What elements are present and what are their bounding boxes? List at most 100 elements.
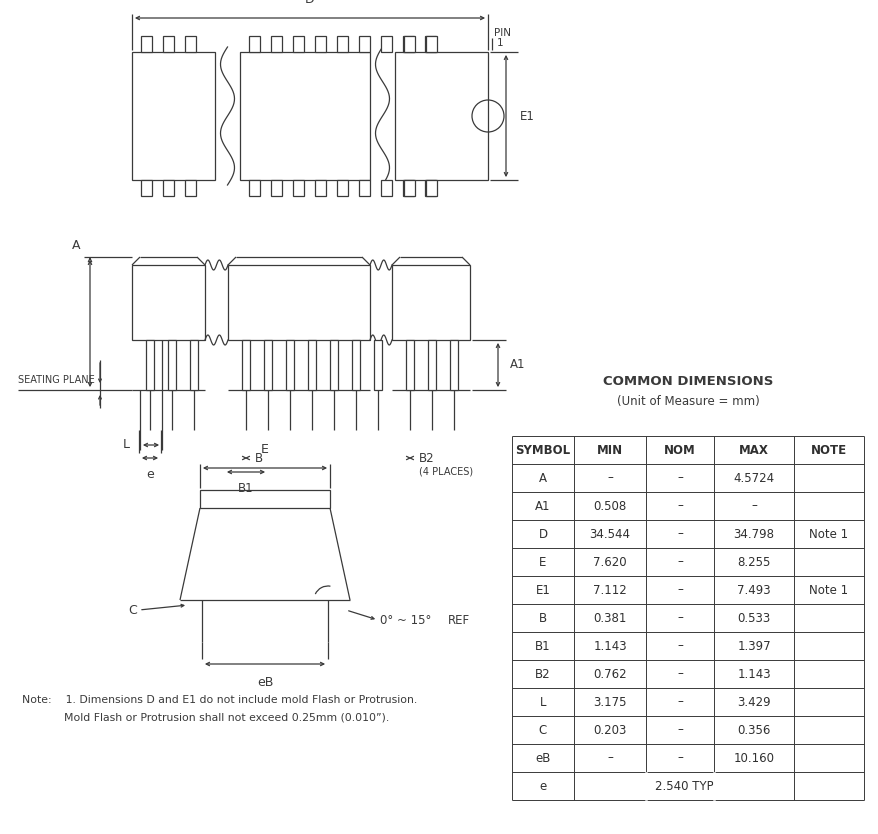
Text: (Unit of Measure = mm): (Unit of Measure = mm) <box>616 395 759 408</box>
Bar <box>351 340 360 390</box>
Text: 34.544: 34.544 <box>589 527 630 540</box>
Text: 1.143: 1.143 <box>737 667 770 681</box>
Bar <box>270 36 282 52</box>
Text: B2: B2 <box>419 451 434 465</box>
Text: –: – <box>607 751 612 765</box>
Bar <box>394 52 487 180</box>
Bar <box>132 265 205 340</box>
Text: NOM: NOM <box>664 444 695 456</box>
Text: B2: B2 <box>535 667 551 681</box>
Bar <box>240 52 370 180</box>
Bar <box>404 36 414 52</box>
Text: 0.381: 0.381 <box>593 611 626 625</box>
Text: E: E <box>261 443 269 456</box>
Bar <box>168 340 176 390</box>
Bar <box>329 340 338 390</box>
Text: –: – <box>676 667 682 681</box>
Text: B: B <box>255 451 263 465</box>
Text: E1: E1 <box>535 584 550 596</box>
Text: 1.143: 1.143 <box>593 640 626 652</box>
Bar <box>292 180 304 196</box>
Text: 4.5724: 4.5724 <box>732 471 774 485</box>
Text: B1: B1 <box>535 640 551 652</box>
Text: Note:    1. Dimensions D and E1 do not include mold Flash or Protrusion.: Note: 1. Dimensions D and E1 do not incl… <box>22 695 417 705</box>
Text: –: – <box>676 471 682 485</box>
Bar <box>425 180 435 196</box>
Text: Note 1: Note 1 <box>809 584 847 596</box>
Text: 0° ~ 15°: 0° ~ 15° <box>379 614 431 626</box>
Bar <box>358 36 370 52</box>
Text: D: D <box>305 0 314 6</box>
Bar <box>162 180 174 196</box>
Bar <box>184 36 196 52</box>
Bar <box>184 180 196 196</box>
Text: –: – <box>676 584 682 596</box>
Text: D: D <box>538 527 547 540</box>
Text: A1: A1 <box>535 500 551 513</box>
Text: –: – <box>676 640 682 652</box>
Bar <box>200 490 329 508</box>
Text: (4 PLACES): (4 PLACES) <box>419 467 472 477</box>
Text: C: C <box>128 604 137 616</box>
Text: NOTE: NOTE <box>810 444 846 456</box>
Text: COMMON DIMENSIONS: COMMON DIMENSIONS <box>602 375 773 388</box>
Text: L: L <box>123 439 130 451</box>
Text: e: e <box>146 468 154 481</box>
Text: 0.356: 0.356 <box>737 724 770 736</box>
Text: –: – <box>676 611 682 625</box>
Bar <box>162 36 174 52</box>
Bar <box>227 265 370 340</box>
Text: 3.175: 3.175 <box>593 696 626 709</box>
Text: eB: eB <box>535 751 550 765</box>
Text: B1: B1 <box>238 482 254 495</box>
Text: –: – <box>676 696 682 709</box>
Bar <box>450 340 457 390</box>
Text: MAX: MAX <box>738 444 768 456</box>
Text: 1.397: 1.397 <box>737 640 770 652</box>
Text: 7.620: 7.620 <box>593 555 626 569</box>
Bar <box>285 340 293 390</box>
Text: 7.112: 7.112 <box>593 584 626 596</box>
Bar <box>336 36 348 52</box>
Text: A: A <box>71 239 80 252</box>
Text: 10.160: 10.160 <box>732 751 774 765</box>
Bar <box>402 180 414 196</box>
Bar <box>140 180 152 196</box>
Text: –: – <box>676 527 682 540</box>
Bar <box>292 36 304 52</box>
Text: C: C <box>538 724 546 736</box>
Text: e: e <box>539 780 546 792</box>
Bar <box>270 180 282 196</box>
Text: PIN: PIN <box>493 28 510 38</box>
Text: 0.762: 0.762 <box>593 667 626 681</box>
Text: A: A <box>538 471 546 485</box>
Bar <box>263 340 271 390</box>
Text: Mold Flash or Protrusion shall not exceed 0.25mm (0.010”).: Mold Flash or Protrusion shall not excee… <box>22 713 389 723</box>
Text: Note 1: Note 1 <box>809 527 847 540</box>
Bar <box>380 36 392 52</box>
Text: B: B <box>538 611 546 625</box>
Text: SYMBOL: SYMBOL <box>515 444 570 456</box>
Bar <box>336 180 348 196</box>
Bar <box>392 265 470 340</box>
Text: 3.429: 3.429 <box>737 696 770 709</box>
Text: –: – <box>676 555 682 569</box>
Text: 0.533: 0.533 <box>737 611 770 625</box>
Text: –: – <box>607 471 612 485</box>
Bar <box>314 36 326 52</box>
Text: E: E <box>539 555 546 569</box>
Text: –: – <box>676 724 682 736</box>
Bar <box>248 180 260 196</box>
Text: 8.255: 8.255 <box>737 555 770 569</box>
Text: REF: REF <box>448 614 470 626</box>
Bar <box>428 340 435 390</box>
Text: L: L <box>539 696 545 709</box>
Text: eB: eB <box>256 676 273 689</box>
Bar <box>380 180 392 196</box>
Text: –: – <box>750 500 756 513</box>
Text: 2.540 TYP: 2.540 TYP <box>654 780 713 792</box>
Bar <box>404 180 414 196</box>
Bar <box>426 180 436 196</box>
Bar <box>190 340 198 390</box>
Bar <box>406 340 414 390</box>
